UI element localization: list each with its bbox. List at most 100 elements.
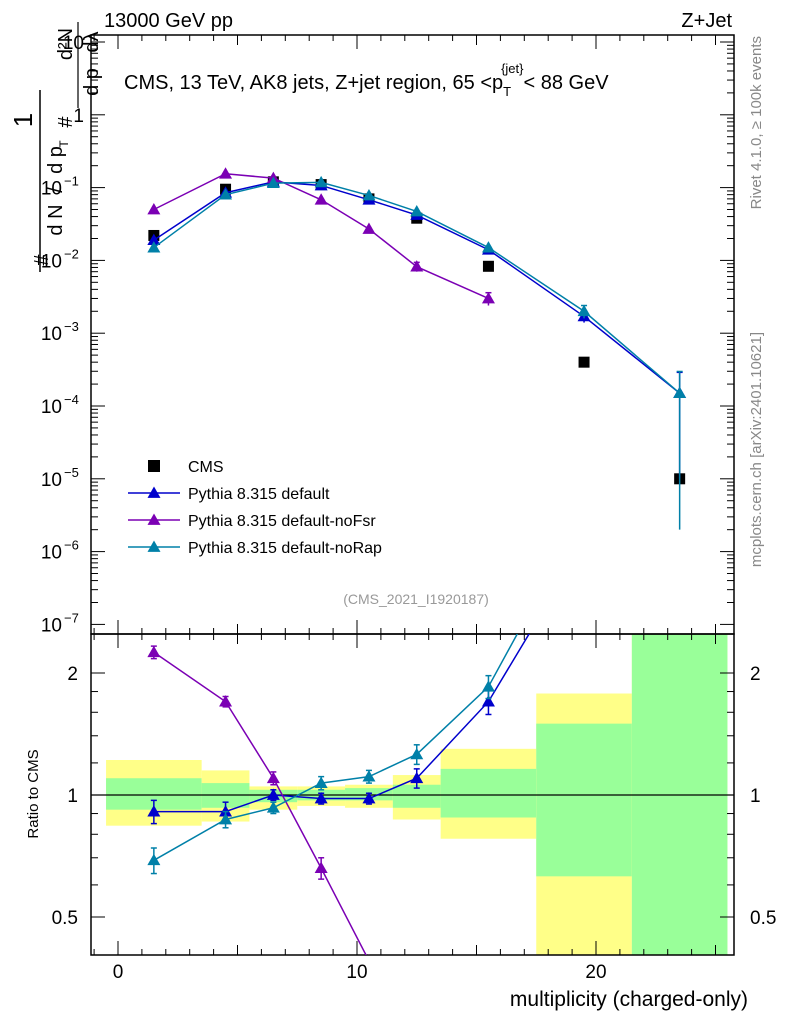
legend-marker-triangle	[147, 486, 161, 498]
ratio-line-default	[153, 634, 530, 813]
y-tick-label: 10	[41, 615, 62, 636]
y-tick-label: 10	[41, 179, 62, 200]
ratio-point-noFsr	[368, 954, 370, 955]
legend-label: CMS	[188, 459, 224, 476]
legend: CMS Pythia 8.315 default Pythia 8.315 defa…	[128, 459, 382, 557]
x-axis-label: multiplicity (charged-only)	[510, 988, 748, 1011]
point-noRap	[673, 386, 687, 399]
plot-title: CMS, 13 TeV, AK8 jets, Z+jet region, 65 …	[124, 61, 609, 99]
ylabel-one: 1	[8, 113, 38, 127]
ylabel-hash: #	[31, 254, 53, 266]
ratio-point-default	[578, 536, 591, 547]
x-tick-label: 10	[346, 962, 367, 983]
process-label: Z+Jet	[681, 10, 732, 32]
main-series	[147, 167, 687, 530]
legend-label: Pythia 8.315 default-noFsr	[188, 513, 376, 530]
y-tick-label: 10	[41, 251, 62, 272]
y-tick-exponent: −1	[64, 174, 79, 189]
ratio-point-noRap	[481, 680, 495, 692]
point-noRap	[362, 188, 376, 201]
ylabel-hash2: #	[55, 116, 77, 128]
plot-title-suffix: < 88 GeV	[524, 72, 610, 94]
ylabel-d2N: d²N	[55, 28, 77, 60]
ratio-line-noFsr	[153, 651, 367, 955]
point-noFsr	[147, 203, 161, 215]
legend-label: Pythia 8.315 default-noRap	[188, 540, 382, 557]
point-default	[147, 233, 161, 245]
plot-title-sup: {jet}	[501, 61, 524, 76]
ratio-y-tick-label-right: 2	[750, 664, 761, 685]
plot-title-prefix: CMS, 13 TeV, AK8 jets, Z+jet region, 65 …	[124, 72, 503, 94]
y-tick-exponent: −3	[64, 319, 79, 334]
y-tick-label: 10	[41, 324, 62, 345]
legend-label: Pythia 8.315 default	[188, 486, 330, 503]
point-noFsr	[314, 193, 328, 205]
ratio-point-default	[362, 792, 376, 804]
ratio-point-noRap	[362, 770, 376, 782]
point-noRap	[577, 304, 591, 317]
ratio-y-tick-label: 2	[67, 664, 78, 685]
ylabel-dlambda: dλ	[81, 31, 103, 52]
x-tick-label: 0	[113, 962, 124, 983]
y-tick-exponent: −7	[64, 610, 79, 625]
point-cms	[482, 260, 494, 272]
y-tick-exponent: −6	[64, 538, 79, 553]
analysis-id: (CMS_2021_I1920187)	[343, 591, 489, 607]
point-noRap	[147, 241, 161, 253]
energy-label: 13000 GeV pp	[104, 10, 233, 32]
ylabel-dpT: d p	[45, 146, 67, 174]
band-green	[392, 784, 441, 808]
ylabel-dN: d N	[45, 204, 67, 235]
ratio-point-noFsr	[219, 695, 233, 707]
y-tick-label: 10	[41, 397, 62, 418]
ratio-y-tick-label-right: 1	[750, 786, 761, 807]
band-green	[440, 768, 537, 818]
y-tick-exponent: −5	[64, 465, 79, 480]
mcplots-label: mcplots.cern.ch [arXiv:2401.10621]	[748, 332, 765, 567]
ratio-series	[147, 505, 591, 955]
ylabel-slash: /	[45, 187, 67, 193]
main-y-axis-label: 1 # d N / d p T # d²N d p dλ	[8, 22, 103, 272]
ratio-line-noRap	[153, 634, 519, 861]
legend-marker-square	[148, 460, 160, 472]
line-noFsr	[153, 172, 489, 300]
ylabel-dpT2: d p	[81, 68, 103, 96]
ratio-point-noRap	[314, 776, 328, 788]
ratio-y-axis-label: Ratio to CMS	[25, 749, 42, 838]
ratio-point-noRap	[266, 801, 280, 813]
y-tick-exponent: −2	[64, 246, 79, 261]
y-tick-label: 10	[41, 470, 62, 491]
ratio-point-noFsr	[314, 861, 328, 874]
ratio-point-noRap	[219, 813, 233, 825]
y-tick-label: 1	[73, 106, 84, 127]
point-noRap	[410, 204, 424, 217]
ylabel-T: T	[57, 140, 71, 148]
ratio-y-tick-label: 1	[67, 786, 78, 807]
point-noRap	[314, 175, 328, 188]
ratio-point-default	[481, 695, 495, 707]
ratio-point-default	[410, 771, 424, 784]
ratio-point-noFsr	[266, 771, 280, 784]
ratio-point-default	[219, 805, 233, 817]
ratio-y-tick-label-right: 0.5	[750, 908, 776, 929]
x-tick-label: 20	[585, 962, 606, 983]
rivet-version-label: Rivet 4.1.0, ≥ 100k events	[748, 36, 765, 209]
legend-marker-triangle	[147, 540, 161, 552]
point-noRap	[219, 188, 233, 200]
ratio-y-tick-label: 0.5	[52, 908, 78, 929]
point-noFsr	[481, 291, 495, 304]
y-tick-label: 10	[63, 33, 84, 54]
legend-marker-triangle	[147, 513, 161, 525]
point-noRap	[266, 176, 280, 189]
y-tick-label: 10	[41, 543, 62, 564]
point-noFsr	[410, 260, 424, 272]
band-green	[536, 723, 632, 877]
point-cms	[578, 356, 590, 368]
ratio-point-default	[266, 788, 280, 800]
ratio-point-noRap	[578, 505, 591, 516]
point-noRap	[481, 241, 495, 253]
ratio-point-noFsr	[147, 645, 161, 658]
plot-title-sub: T	[503, 84, 511, 99]
